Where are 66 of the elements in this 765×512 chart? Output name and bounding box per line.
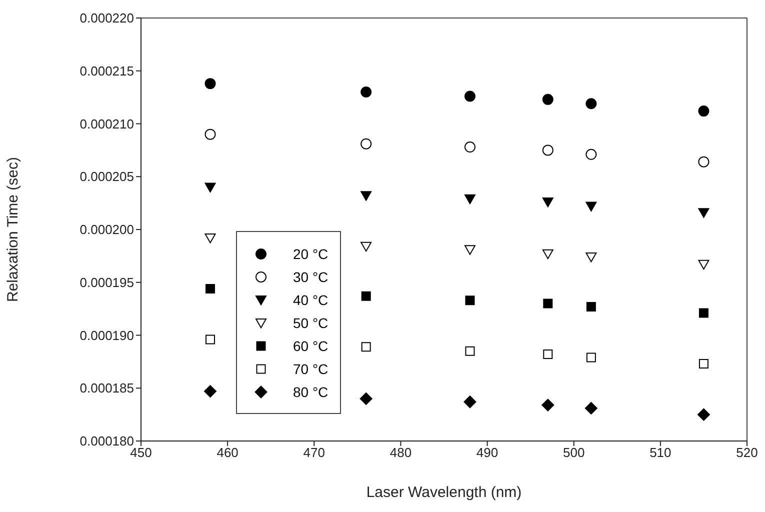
point	[464, 90, 476, 102]
point	[698, 359, 708, 369]
legend-label: 40 °C	[293, 292, 328, 308]
point	[204, 78, 216, 90]
x-tick-label: 500	[563, 445, 585, 460]
point	[361, 342, 371, 352]
x-tick-label: 470	[303, 445, 325, 460]
point	[698, 260, 710, 270]
x-axis-title: Laser Wavelength (nm)	[366, 484, 522, 501]
point	[586, 302, 596, 312]
y-axis-title: Relaxation Time (sec)	[4, 156, 22, 302]
point	[543, 298, 553, 308]
point	[204, 385, 217, 398]
point	[204, 233, 216, 244]
point	[542, 94, 554, 105]
point	[204, 182, 216, 192]
point	[543, 350, 553, 360]
point	[698, 308, 708, 318]
point	[360, 191, 372, 201]
point	[206, 334, 216, 344]
y-tick-label: 0.000205	[80, 169, 134, 184]
y-tick-label: 0.000185	[80, 380, 134, 396]
point	[204, 128, 216, 140]
legend-label: 70 °C	[293, 360, 328, 376]
point	[464, 142, 476, 153]
point	[698, 106, 710, 117]
point	[361, 291, 371, 301]
legend-label: 20 °C	[293, 246, 328, 262]
point	[586, 202, 597, 212]
point	[464, 245, 476, 255]
point	[586, 148, 597, 160]
legend-label: 30 °C	[293, 268, 328, 284]
point	[542, 398, 554, 412]
y-tick-label: 0.000195	[80, 274, 134, 290]
x-tick-label: 520	[736, 445, 758, 460]
point	[360, 242, 372, 252]
legend-label: 60 °C	[293, 338, 328, 354]
point	[542, 249, 554, 260]
point	[698, 208, 710, 218]
point	[586, 352, 596, 362]
point	[360, 138, 372, 150]
point	[464, 194, 476, 204]
point	[206, 284, 216, 294]
y-tick-label: 0.000200	[80, 222, 134, 238]
point	[697, 408, 710, 421]
point	[542, 198, 554, 208]
y-tick-label: 0.000220	[80, 10, 134, 26]
point	[465, 296, 475, 306]
point	[586, 98, 597, 110]
y-tick-label: 0.000210	[80, 116, 134, 132]
legend-label: 50 °C	[293, 314, 328, 330]
x-tick-label: 490	[476, 445, 498, 460]
point	[586, 252, 597, 262]
y-tick-label: 0.000190	[80, 328, 134, 343]
point	[360, 86, 372, 98]
legend-label: 80 °C	[293, 384, 328, 400]
point	[464, 396, 476, 408]
y-tick-label: 0.000215	[80, 63, 134, 78]
x-tick-label: 460	[216, 445, 238, 460]
point	[698, 156, 710, 168]
point	[465, 346, 475, 356]
point	[584, 402, 598, 414]
point	[360, 392, 372, 405]
point	[542, 144, 554, 156]
x-tick-label: 510	[650, 445, 672, 460]
x-tick-label: 480	[390, 445, 412, 460]
